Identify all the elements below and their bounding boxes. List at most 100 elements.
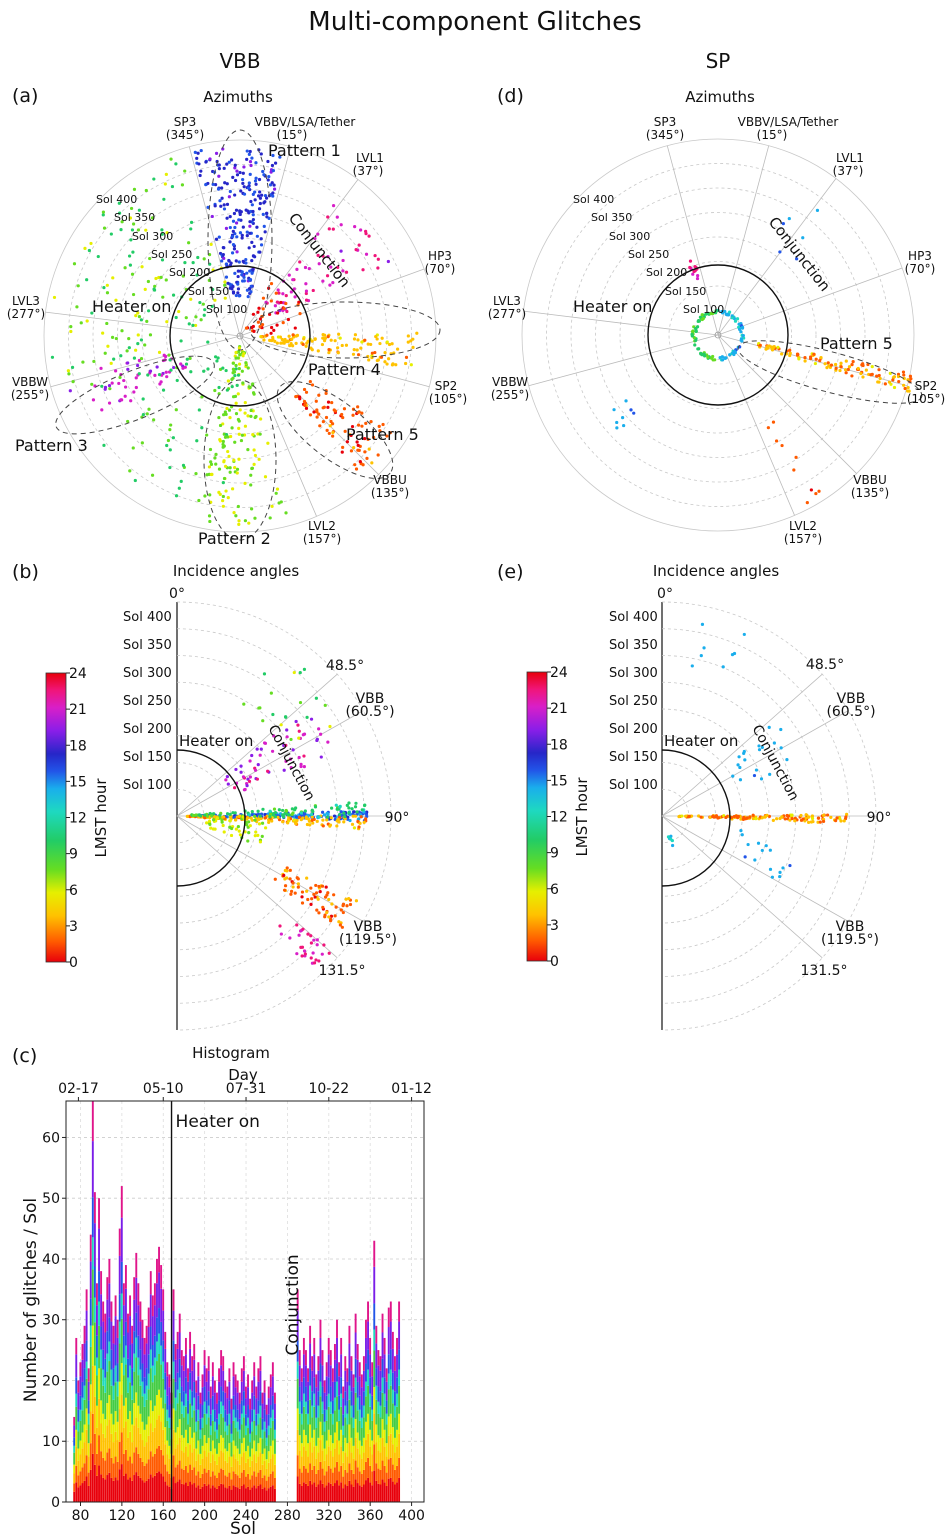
a-point xyxy=(200,426,204,430)
histogram-bar-segment xyxy=(317,1391,320,1406)
histogram-bar-segment xyxy=(369,1482,372,1502)
histogram-bar-segment xyxy=(131,1480,134,1502)
histogram-bar-segment xyxy=(348,1385,351,1400)
a-point xyxy=(251,217,256,222)
a-point xyxy=(224,432,229,437)
a-point xyxy=(244,257,248,262)
d-point xyxy=(714,311,718,315)
a-point xyxy=(236,274,240,279)
histogram-bar-segment xyxy=(305,1350,307,1366)
histogram-bar-segment xyxy=(96,1375,98,1406)
histogram-bar-segment xyxy=(83,1480,86,1502)
b-point xyxy=(284,743,288,747)
b-point xyxy=(220,818,224,822)
a-point xyxy=(242,165,246,169)
e-point xyxy=(844,815,848,819)
histogram-bar-segment xyxy=(201,1473,204,1487)
histogram-bar-segment xyxy=(245,1435,247,1452)
a-point xyxy=(188,356,192,360)
b-point xyxy=(249,816,253,820)
a-point xyxy=(154,276,158,281)
histogram-bar-segment xyxy=(114,1411,117,1432)
d-point xyxy=(721,310,725,314)
histogram-bar-segment xyxy=(367,1301,369,1322)
a-point xyxy=(230,487,235,491)
histogram-bar-segment xyxy=(327,1406,330,1430)
histogram-top-tick-label: 07-31 xyxy=(226,1081,267,1097)
b-point xyxy=(241,815,245,819)
b-point xyxy=(213,827,217,831)
histogram-bar-segment xyxy=(315,1427,318,1446)
d-point xyxy=(805,501,809,505)
histogram-bar-segment xyxy=(118,1255,121,1295)
a-point xyxy=(247,152,251,156)
histogram-bar-segment xyxy=(149,1294,152,1327)
a-point xyxy=(131,292,136,297)
label-lvl2-angle: (157°) xyxy=(303,532,341,546)
histogram-bar-segment xyxy=(137,1427,140,1454)
a-point xyxy=(234,401,238,405)
histogram-bar-segment xyxy=(271,1362,274,1377)
e-point xyxy=(736,814,740,818)
panel-b-heater-arc xyxy=(176,749,246,887)
histogram-bar-segment xyxy=(213,1475,216,1488)
b-sol-200: Sol 200 xyxy=(123,722,172,737)
d-point xyxy=(737,322,741,326)
a-point xyxy=(237,426,241,430)
panel-e-angle-labels: 0° 48.5° VBB (60.5°) 90° VBB (119.5°) 13… xyxy=(657,586,891,979)
histogram-bar-segment xyxy=(110,1369,113,1386)
histogram-bar-segment xyxy=(81,1448,84,1468)
histogram-bar-segment xyxy=(176,1372,179,1390)
a-point xyxy=(293,326,297,330)
a-point xyxy=(304,282,308,286)
histogram-bar-segment xyxy=(315,1387,318,1406)
histogram-bar-segment xyxy=(329,1483,332,1502)
a-sol-150: Sol 150 xyxy=(188,285,229,298)
b-point xyxy=(320,952,324,956)
panel-e-letter: (e) xyxy=(497,561,524,583)
histogram-bar-segment xyxy=(77,1380,80,1393)
e-angle-vbb1: VBB xyxy=(837,691,866,707)
e-point xyxy=(786,814,791,818)
histogram-bar-segment xyxy=(147,1354,150,1374)
histogram-bar-segment xyxy=(87,1400,90,1414)
histogram-bar-segment xyxy=(106,1452,109,1476)
histogram-bar-segment xyxy=(348,1442,351,1464)
a-point xyxy=(356,353,361,357)
histogram-bar-segment xyxy=(398,1369,401,1386)
d-point xyxy=(827,364,831,368)
a-point xyxy=(197,498,201,503)
histogram-bar-segment xyxy=(369,1446,372,1466)
a-point xyxy=(67,372,71,376)
e-point xyxy=(788,818,792,822)
histogram-bar-segment xyxy=(369,1337,372,1355)
histogram-bar-segment xyxy=(162,1429,165,1456)
a-point xyxy=(264,300,268,304)
histogram-bar-segment xyxy=(182,1370,185,1392)
histogram-bar-segment xyxy=(191,1484,194,1502)
d-point xyxy=(838,368,842,373)
a-point xyxy=(126,361,130,365)
histogram-bar-segment xyxy=(93,1396,96,1434)
histogram-bar-segment xyxy=(133,1452,136,1476)
panel-a-azimuth-labels: SP3 (345°) VBBV/LSA/Tether (15°) LVL1 (3… xyxy=(7,115,467,546)
a-point xyxy=(268,183,273,187)
e-point xyxy=(684,814,688,818)
label-sp3-angle: (345°) xyxy=(166,128,204,142)
b-point xyxy=(311,951,315,955)
b-point xyxy=(250,753,254,758)
d-point xyxy=(844,371,848,375)
histogram-bar-segment xyxy=(135,1447,138,1473)
a-point xyxy=(242,275,246,279)
histogram-top-tick-label: 10-22 xyxy=(308,1081,349,1097)
a-point xyxy=(137,208,141,212)
a-point xyxy=(225,182,229,186)
histogram-bar-segment xyxy=(340,1393,343,1407)
b-point xyxy=(212,818,216,822)
histogram-bar-segment xyxy=(362,1405,365,1418)
a-point xyxy=(339,223,343,227)
histogram-bar-segment xyxy=(81,1432,84,1449)
a-point xyxy=(114,336,118,341)
a-point xyxy=(169,368,173,372)
histogram-bar-segment xyxy=(371,1362,374,1377)
